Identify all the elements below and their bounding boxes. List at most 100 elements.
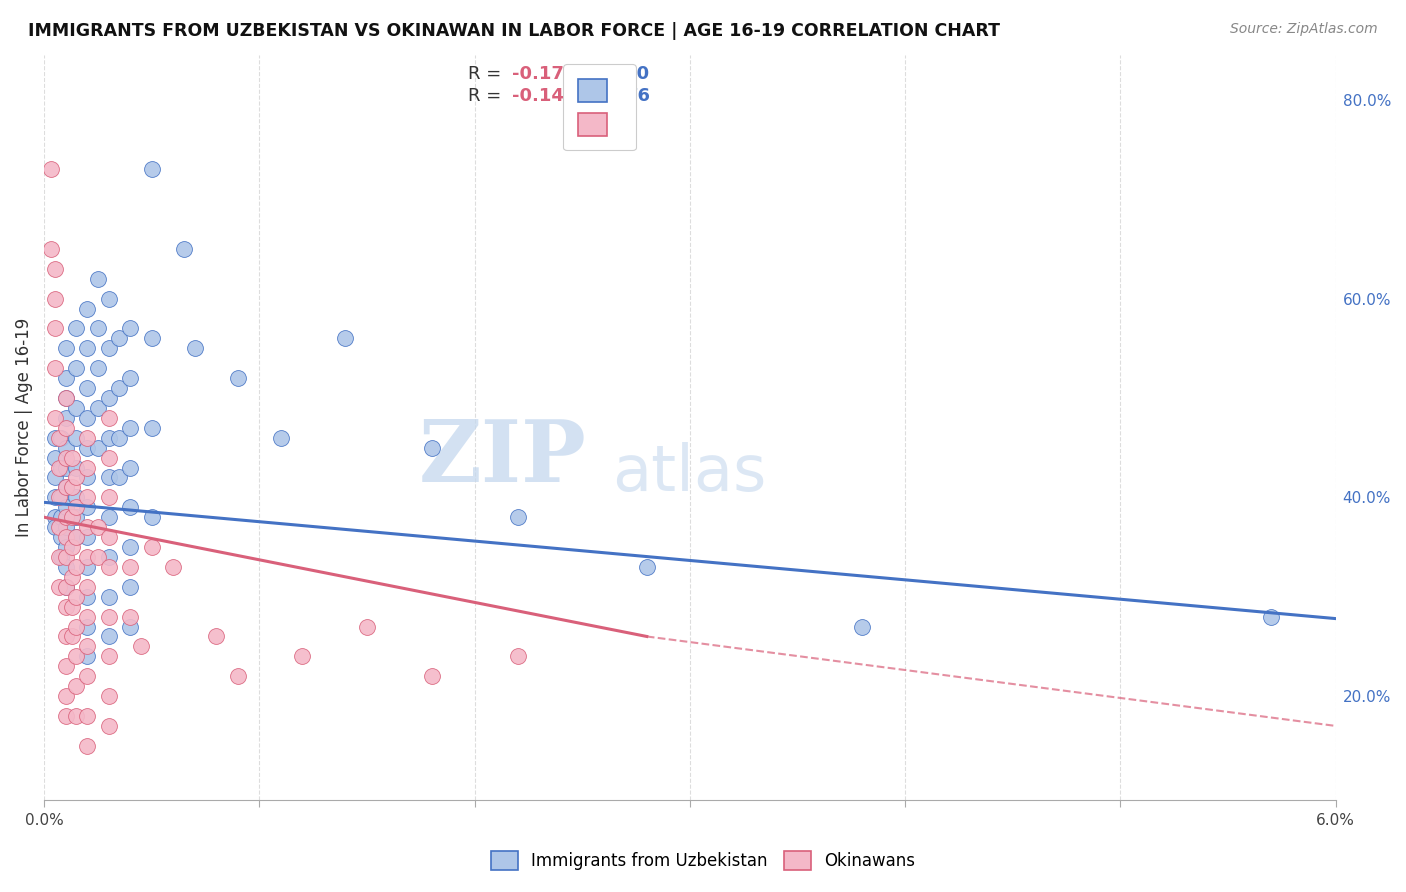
Point xyxy=(55,580,77,594)
Point xyxy=(44,520,66,534)
Point xyxy=(51,431,73,445)
Point xyxy=(120,460,142,475)
Point xyxy=(87,271,110,285)
Point xyxy=(55,450,77,465)
Point xyxy=(76,491,98,505)
Point xyxy=(1260,609,1282,624)
Point xyxy=(48,580,70,594)
Point xyxy=(48,431,70,445)
Point xyxy=(97,560,120,574)
Point xyxy=(65,460,87,475)
Point xyxy=(55,341,77,355)
Point xyxy=(270,431,292,445)
Point xyxy=(65,510,87,524)
Point xyxy=(76,441,98,455)
Point xyxy=(108,470,131,484)
Text: N =: N = xyxy=(581,65,631,83)
Point xyxy=(44,450,66,465)
Text: -0.143: -0.143 xyxy=(512,87,576,105)
Point xyxy=(65,470,87,484)
Point xyxy=(65,709,87,723)
Point xyxy=(76,590,98,604)
Y-axis label: In Labor Force | Age 16-19: In Labor Force | Age 16-19 xyxy=(15,318,32,537)
Point xyxy=(120,619,142,633)
Point xyxy=(55,530,77,544)
Point xyxy=(55,441,77,455)
Point xyxy=(335,331,357,345)
Point xyxy=(87,321,110,335)
Point xyxy=(60,599,83,614)
Point xyxy=(44,321,66,335)
Point xyxy=(87,401,110,415)
Text: R =: R = xyxy=(468,65,506,83)
Point xyxy=(76,640,98,654)
Point xyxy=(97,649,120,664)
Point xyxy=(120,371,142,385)
Point xyxy=(60,510,83,524)
Point xyxy=(55,410,77,425)
Point xyxy=(76,301,98,316)
Point xyxy=(55,580,77,594)
Point xyxy=(76,431,98,445)
Point xyxy=(97,609,120,624)
Point xyxy=(97,292,120,306)
Point xyxy=(120,421,142,435)
Point xyxy=(76,739,98,753)
Point xyxy=(108,331,131,345)
Point xyxy=(184,341,207,355)
Point xyxy=(76,609,98,624)
Point xyxy=(60,450,83,465)
Point xyxy=(97,530,120,544)
Point xyxy=(55,549,77,564)
Point xyxy=(76,460,98,475)
Point xyxy=(44,361,66,376)
Point xyxy=(48,491,70,505)
Point xyxy=(55,689,77,703)
Point xyxy=(226,669,249,683)
Point xyxy=(55,659,77,673)
Point xyxy=(65,649,87,664)
Point xyxy=(76,580,98,594)
Point xyxy=(851,619,873,633)
Point xyxy=(76,470,98,484)
Point xyxy=(55,709,77,723)
Point xyxy=(39,162,62,177)
Point xyxy=(55,421,77,435)
Point xyxy=(97,590,120,604)
Text: -0.170: -0.170 xyxy=(512,65,576,83)
Point xyxy=(55,510,77,524)
Point xyxy=(205,630,228,644)
Point xyxy=(44,410,66,425)
Point xyxy=(51,491,73,505)
Point xyxy=(65,361,87,376)
Point xyxy=(506,649,529,664)
Point xyxy=(76,709,98,723)
Point xyxy=(60,630,83,644)
Point xyxy=(76,560,98,574)
Legend: Immigrants from Uzbekistan, Okinawans: Immigrants from Uzbekistan, Okinawans xyxy=(484,844,922,877)
Legend: , : , xyxy=(564,64,636,150)
Point xyxy=(65,491,87,505)
Point xyxy=(97,491,120,505)
Text: N =: N = xyxy=(581,87,631,105)
Text: R =: R = xyxy=(468,87,506,105)
Point xyxy=(97,630,120,644)
Point xyxy=(55,560,77,574)
Point xyxy=(97,510,120,524)
Point xyxy=(51,530,73,544)
Point xyxy=(55,391,77,405)
Point xyxy=(44,292,66,306)
Point xyxy=(48,460,70,475)
Point xyxy=(60,570,83,584)
Point xyxy=(65,679,87,693)
Point xyxy=(141,540,163,554)
Point xyxy=(120,560,142,574)
Point xyxy=(48,520,70,534)
Point xyxy=(76,669,98,683)
Point xyxy=(55,520,77,534)
Point xyxy=(120,540,142,554)
Point xyxy=(55,371,77,385)
Point xyxy=(65,321,87,335)
Point xyxy=(76,410,98,425)
Point xyxy=(55,500,77,515)
